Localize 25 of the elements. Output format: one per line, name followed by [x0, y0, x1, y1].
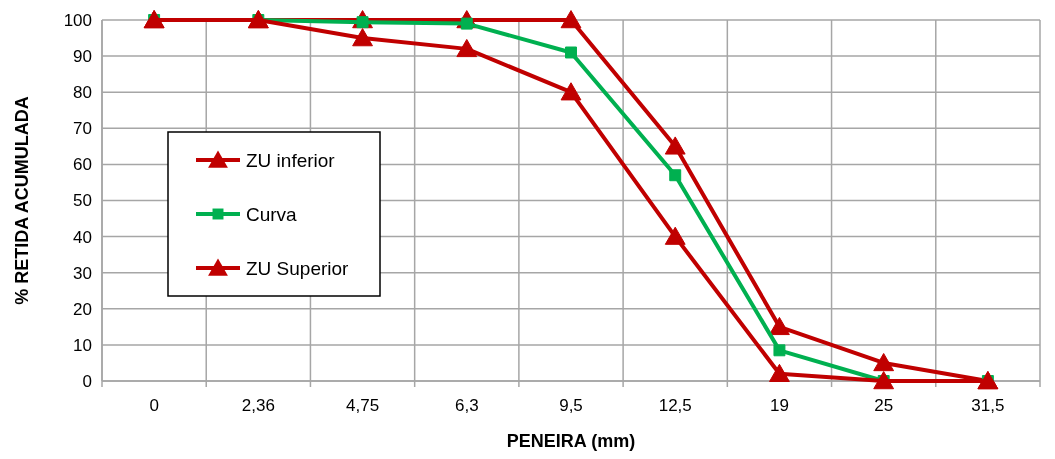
y-tick-label: 40: [73, 227, 92, 247]
legend-label: Curva: [246, 203, 298, 225]
x-tick-label: 9,5: [559, 396, 583, 415]
legend-label: ZU inferior: [246, 149, 336, 171]
y-tick-label: 30: [73, 263, 92, 283]
x-tick-label: 25: [874, 396, 894, 415]
x-tick-label: 31,5: [971, 396, 1005, 415]
y-axis-title: % RETIDA ACUMULADA: [12, 96, 32, 305]
y-tick-label: 0: [82, 371, 92, 391]
y-tick-label: 20: [73, 299, 92, 319]
y-tick-label: 80: [73, 83, 92, 103]
x-tick-label: 19: [769, 396, 789, 415]
x-tick-label: 0: [149, 396, 159, 415]
y-tick-label: 10: [73, 335, 92, 355]
y-tick-label: 90: [73, 47, 92, 67]
y-tick-label: 100: [63, 10, 92, 30]
x-axis-title: PENEIRA (mm): [506, 431, 636, 451]
x-tick-label: 2,36: [241, 396, 275, 415]
x-tick-label: 12,5: [658, 396, 692, 415]
x-tick-label: 4,75: [346, 396, 380, 415]
y-tick-label: 50: [73, 191, 92, 211]
legend-label: ZU Superior: [246, 257, 350, 279]
y-tick-label: 60: [73, 155, 92, 175]
y-tick-label: 70: [73, 119, 92, 139]
x-tick-label: 6,3: [454, 396, 479, 415]
